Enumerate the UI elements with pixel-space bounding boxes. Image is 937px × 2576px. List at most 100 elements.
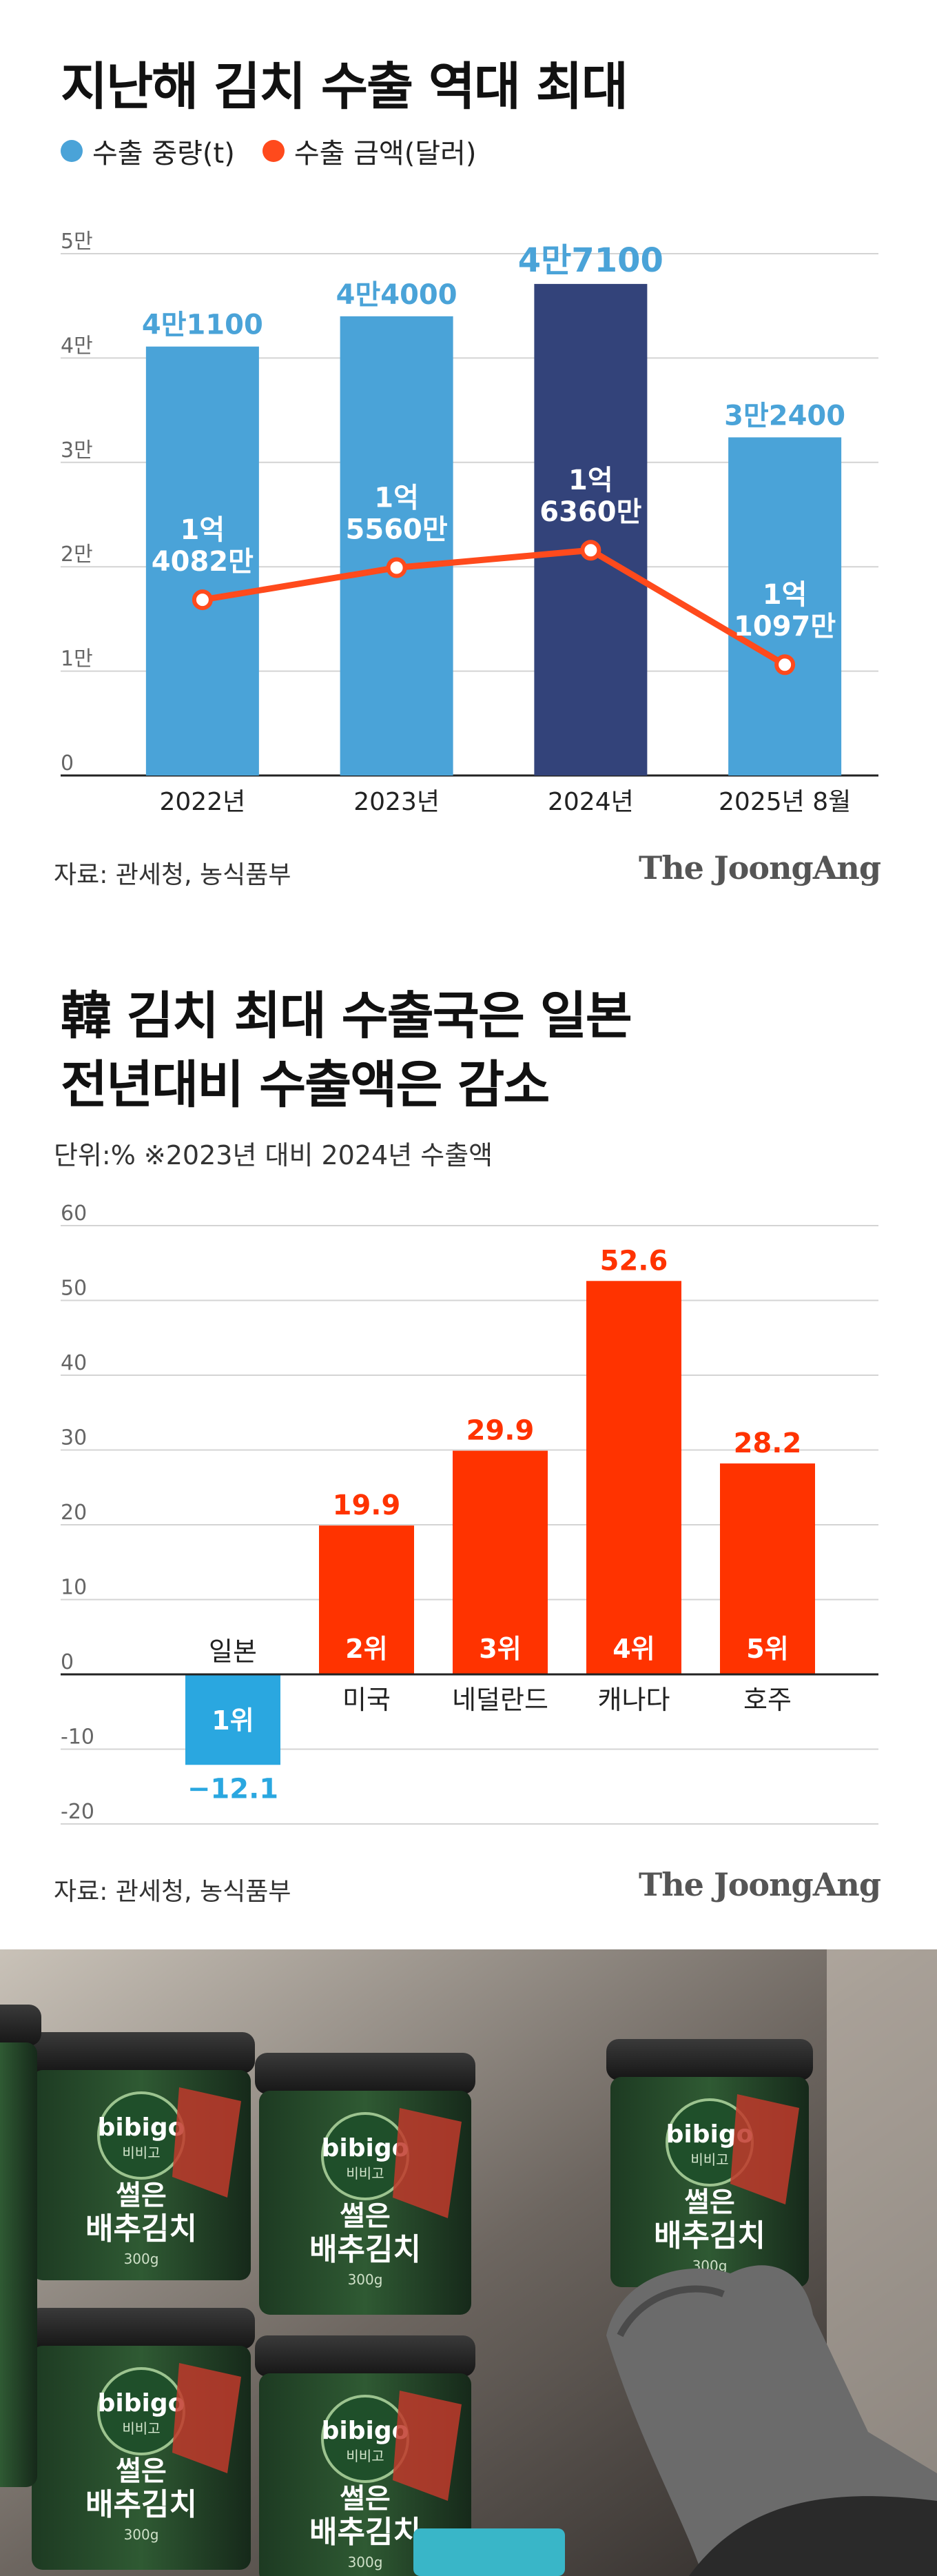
jar-kimchi-image: [393, 2108, 462, 2218]
jar-lid: [255, 2053, 475, 2094]
legend-item-volume: 수출 중량(t): [61, 131, 235, 171]
chart1-amount-point: [580, 540, 601, 561]
jar-product-line2: 배추김치: [654, 2218, 765, 2253]
chart2-y-tick-label: 60: [61, 1201, 87, 1226]
jar-product-line1: 썰은: [340, 2200, 391, 2232]
chart2-value-label: 28.2: [734, 1428, 802, 1459]
legend-label-amount: 수출 금액(달러): [294, 138, 477, 170]
chart1-amount-line: [202, 547, 787, 668]
chart2-bar: [586, 1281, 681, 1674]
chart1-amount-label: 5560만: [346, 514, 448, 545]
jar-brand-kr: 비비고: [346, 2448, 384, 2464]
chart1-amount-point: [386, 557, 407, 578]
chart1-amount-label: 4082만: [152, 546, 254, 578]
jar-product-line2: 배추김치: [85, 2487, 197, 2522]
jar-weight: 300g: [348, 2271, 383, 2288]
chart1-y-tick-label: 0: [61, 751, 74, 775]
export-volume-chart-section: 지난해 김치 수출 역대 최대 수출 중량(t) 수출 금액(달러) 0 1만 2만…: [0, 0, 937, 917]
jar-brand: bibigo: [98, 2113, 185, 2142]
chart2-rank-label: 1위: [212, 1705, 254, 1736]
legend-label-volume: 수출 중량(t): [92, 138, 235, 170]
chart2-unit-note: 단위:% ※2023년 대비 2024년 수출액: [54, 1140, 493, 1170]
jar-kimchi-image: [172, 2363, 241, 2473]
chart2-y-tick-label: 0: [61, 1650, 74, 1674]
chart1-y-tick-label: 5만: [61, 230, 93, 254]
chart2-source: 자료: 관세청, 농식품부: [54, 1878, 291, 1906]
chart1-plot: 0 1만 2만 3만 4만 5만 4만1100 2022년 4만4000 2023년 4만7100 2…: [61, 230, 878, 816]
chart2-y-tick-label: 10: [61, 1576, 87, 1600]
chart1-x-tick-label: 2023년: [353, 788, 440, 816]
chart1-y-tick-label: 4만: [61, 334, 93, 358]
export-growth-chart-section: 韓 김치 최대 수출국은 일본 전년대비 수출액은 감소 단위:% ※2023년…: [0, 917, 937, 1949]
jar-kimchi-image: [172, 2087, 241, 2198]
chart1-volume-label: 4만1100: [142, 310, 263, 341]
chart1-volume-label: 3만2400: [724, 400, 845, 432]
chart2-value-label: −12.1: [187, 1773, 278, 1805]
jar-product-line2: 배추김치: [309, 2515, 421, 2550]
chart1-volume-label: 4만4000: [336, 279, 457, 311]
jar-brand: bibigo: [98, 2389, 185, 2417]
jar-brand: bibigo: [322, 2417, 409, 2445]
jar-product-line1: 썰은: [684, 2187, 735, 2218]
jar-weight: 300g: [348, 2554, 383, 2570]
jar-product-line1: 썰은: [116, 2455, 167, 2487]
chart2-y-tick-label: -20: [61, 1800, 94, 1824]
chart2-y-tick-label: 40: [61, 1351, 87, 1375]
chart1-source: 자료: 관세청, 농식품부: [54, 861, 291, 889]
chart1-amount-label: 1억: [568, 465, 613, 496]
chart1-x-tick-label: 2024년: [548, 788, 634, 816]
chart1-volume-bar: [534, 283, 648, 775]
chart2-brand-logo: The JoongAng: [639, 1866, 881, 1903]
kimchi-shelf-photo: bibigo 비비고 썰은 배추김치 300g bibigo 비비고 썰은 배추김치 300g bi…: [0, 1949, 937, 2576]
chart1-amount-label: 1097만: [734, 611, 836, 642]
jar-brand-kr: 비비고: [346, 2165, 384, 2182]
chart2-rank-label: 3위: [479, 1634, 521, 1664]
legend-swatch-volume: [61, 140, 83, 162]
chart2-rank-label: 4위: [612, 1634, 655, 1664]
jar-weight: 300g: [124, 2526, 159, 2543]
jar-kimchi-image: [393, 2391, 462, 2501]
chart2-title-line1: 韓 김치 최대 수출국은 일본: [61, 986, 632, 1046]
chart2-y-tick-label: -10: [61, 1725, 94, 1750]
jar-product-line1: 썰은: [340, 2483, 391, 2515]
chart2-bar: [319, 1525, 414, 1674]
chart1-amount-label: 1억: [181, 514, 225, 546]
chart1-volume-bar: [728, 437, 842, 775]
chart1-amount-label: 6360만: [539, 496, 641, 528]
chart1-y-tick-label: 3만: [61, 438, 93, 463]
chart1-x-tick-label: 2022년: [160, 788, 246, 816]
chart2-category-label: 네덜란드: [452, 1685, 548, 1715]
chart2-value-label: 52.6: [600, 1245, 668, 1277]
chart2-value-label: 29.9: [466, 1415, 535, 1447]
jar-brand-kr: 비비고: [122, 2420, 160, 2437]
chart1-title: 지난해 김치 수출 역대 최대: [61, 57, 628, 116]
photo-illustration: bibigo비비고썰은배추김치300gbibigo비비고썰은배추김치300gbi…: [0, 1949, 937, 2576]
chart1-amount-label: 1억: [374, 482, 419, 514]
chart2-bar: [720, 1463, 815, 1674]
chart2-category-label: 미국: [342, 1685, 391, 1715]
jar-kimchi-image: [730, 2094, 799, 2204]
jar-brand: bibigo: [322, 2134, 409, 2162]
chart2-y-tick-label: 50: [61, 1277, 87, 1301]
chart2-bar: [185, 1674, 280, 1765]
chart2-y-tick-label: 20: [61, 1501, 87, 1525]
chart2-rank-label: 2위: [345, 1634, 387, 1664]
jar-lid: [255, 2335, 475, 2377]
legend-item-amount: 수출 금액(달러): [262, 131, 477, 171]
jar-brand-kr: 비비고: [690, 2151, 728, 2168]
chart2-category-label: 일본: [209, 1636, 257, 1667]
chart1-amount-label: 1억: [763, 579, 807, 611]
jar-weight: 300g: [124, 2251, 159, 2267]
jar-brand-kr: 비비고: [122, 2144, 160, 2161]
jar-lid: [28, 2308, 255, 2349]
chart2-rank-label: 5위: [746, 1634, 788, 1664]
jar-lid: [606, 2039, 813, 2080]
jar-product-line2: 배추김치: [309, 2232, 421, 2267]
chart2-value-label: 19.9: [333, 1490, 401, 1521]
chart2-category-label: 캐나다: [598, 1685, 670, 1715]
jar-product-line1: 썰은: [116, 2180, 167, 2211]
chart1-volume-label: 4만7100: [518, 241, 663, 280]
kimchi-jar: [0, 2042, 37, 2487]
chart1-amount-point: [192, 589, 213, 611]
